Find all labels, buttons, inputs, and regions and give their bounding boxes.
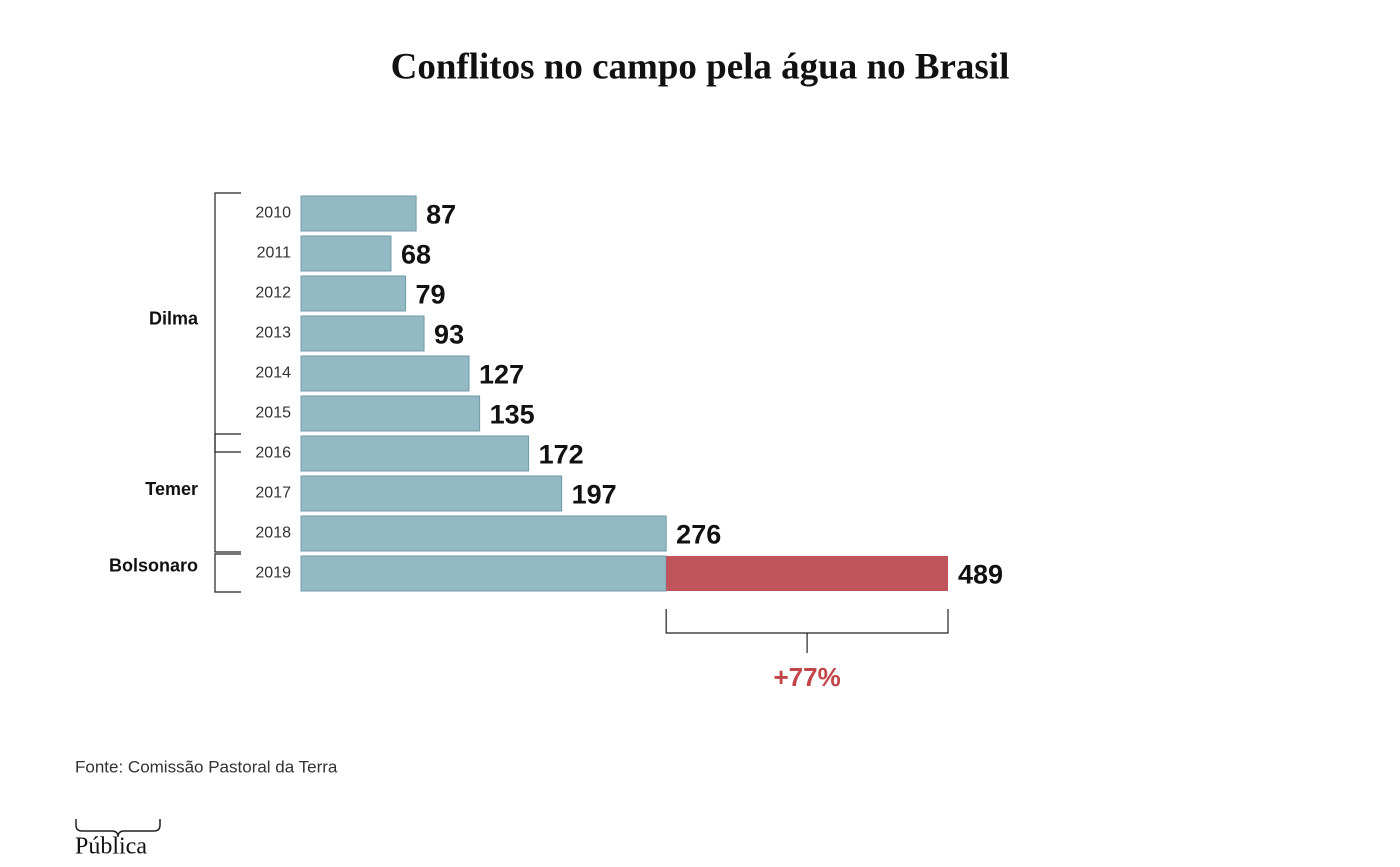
value-label: 87 xyxy=(426,200,456,230)
bar xyxy=(300,475,563,512)
bar xyxy=(300,275,407,312)
value-label: 93 xyxy=(434,320,464,350)
bar xyxy=(300,395,481,432)
group-label: Temer xyxy=(145,479,198,499)
increase-bracket xyxy=(665,609,949,634)
value-label: 79 xyxy=(416,280,446,310)
group-bracket xyxy=(214,433,241,553)
bar xyxy=(300,435,530,472)
bar-increase xyxy=(666,556,948,591)
source: Fonte: Comissão Pastoral da Terra xyxy=(75,757,338,776)
logo: Pública xyxy=(75,834,147,860)
value-label: 68 xyxy=(401,240,431,270)
y-tick-label: 2012 xyxy=(255,285,291,302)
y-tick-label: 2010 xyxy=(255,205,291,222)
y-tick-label: 2014 xyxy=(255,365,291,382)
bar-base xyxy=(300,555,667,592)
annotation: +77% xyxy=(773,662,840,692)
group-label: Bolsonaro xyxy=(109,555,198,575)
bar xyxy=(300,195,417,232)
value-label: 127 xyxy=(479,360,524,390)
y-tick-label: 2011 xyxy=(257,245,292,262)
value-label: 135 xyxy=(490,400,535,430)
bar xyxy=(300,355,470,392)
y-tick-label: 2015 xyxy=(255,405,291,422)
y-tick-label: 2018 xyxy=(255,525,291,542)
group-label: Dilma xyxy=(149,308,199,328)
chart-title: Conflitos no campo pela água no Brasil xyxy=(391,46,1010,87)
y-tick-label: 2017 xyxy=(255,485,291,502)
value-label: 276 xyxy=(676,520,721,550)
bar xyxy=(300,235,392,272)
group-bracket xyxy=(214,553,241,593)
value-label: 489 xyxy=(958,560,1003,590)
bar xyxy=(300,315,425,352)
value-label: 197 xyxy=(572,480,617,510)
y-tick-label: 2013 xyxy=(255,325,291,342)
value-label: 172 xyxy=(539,440,584,470)
group-bracket xyxy=(214,192,241,453)
y-tick-label: 2016 xyxy=(255,445,291,462)
y-tick-label: 2019 xyxy=(255,565,291,582)
bar xyxy=(300,515,667,552)
logo-brace xyxy=(75,819,161,838)
